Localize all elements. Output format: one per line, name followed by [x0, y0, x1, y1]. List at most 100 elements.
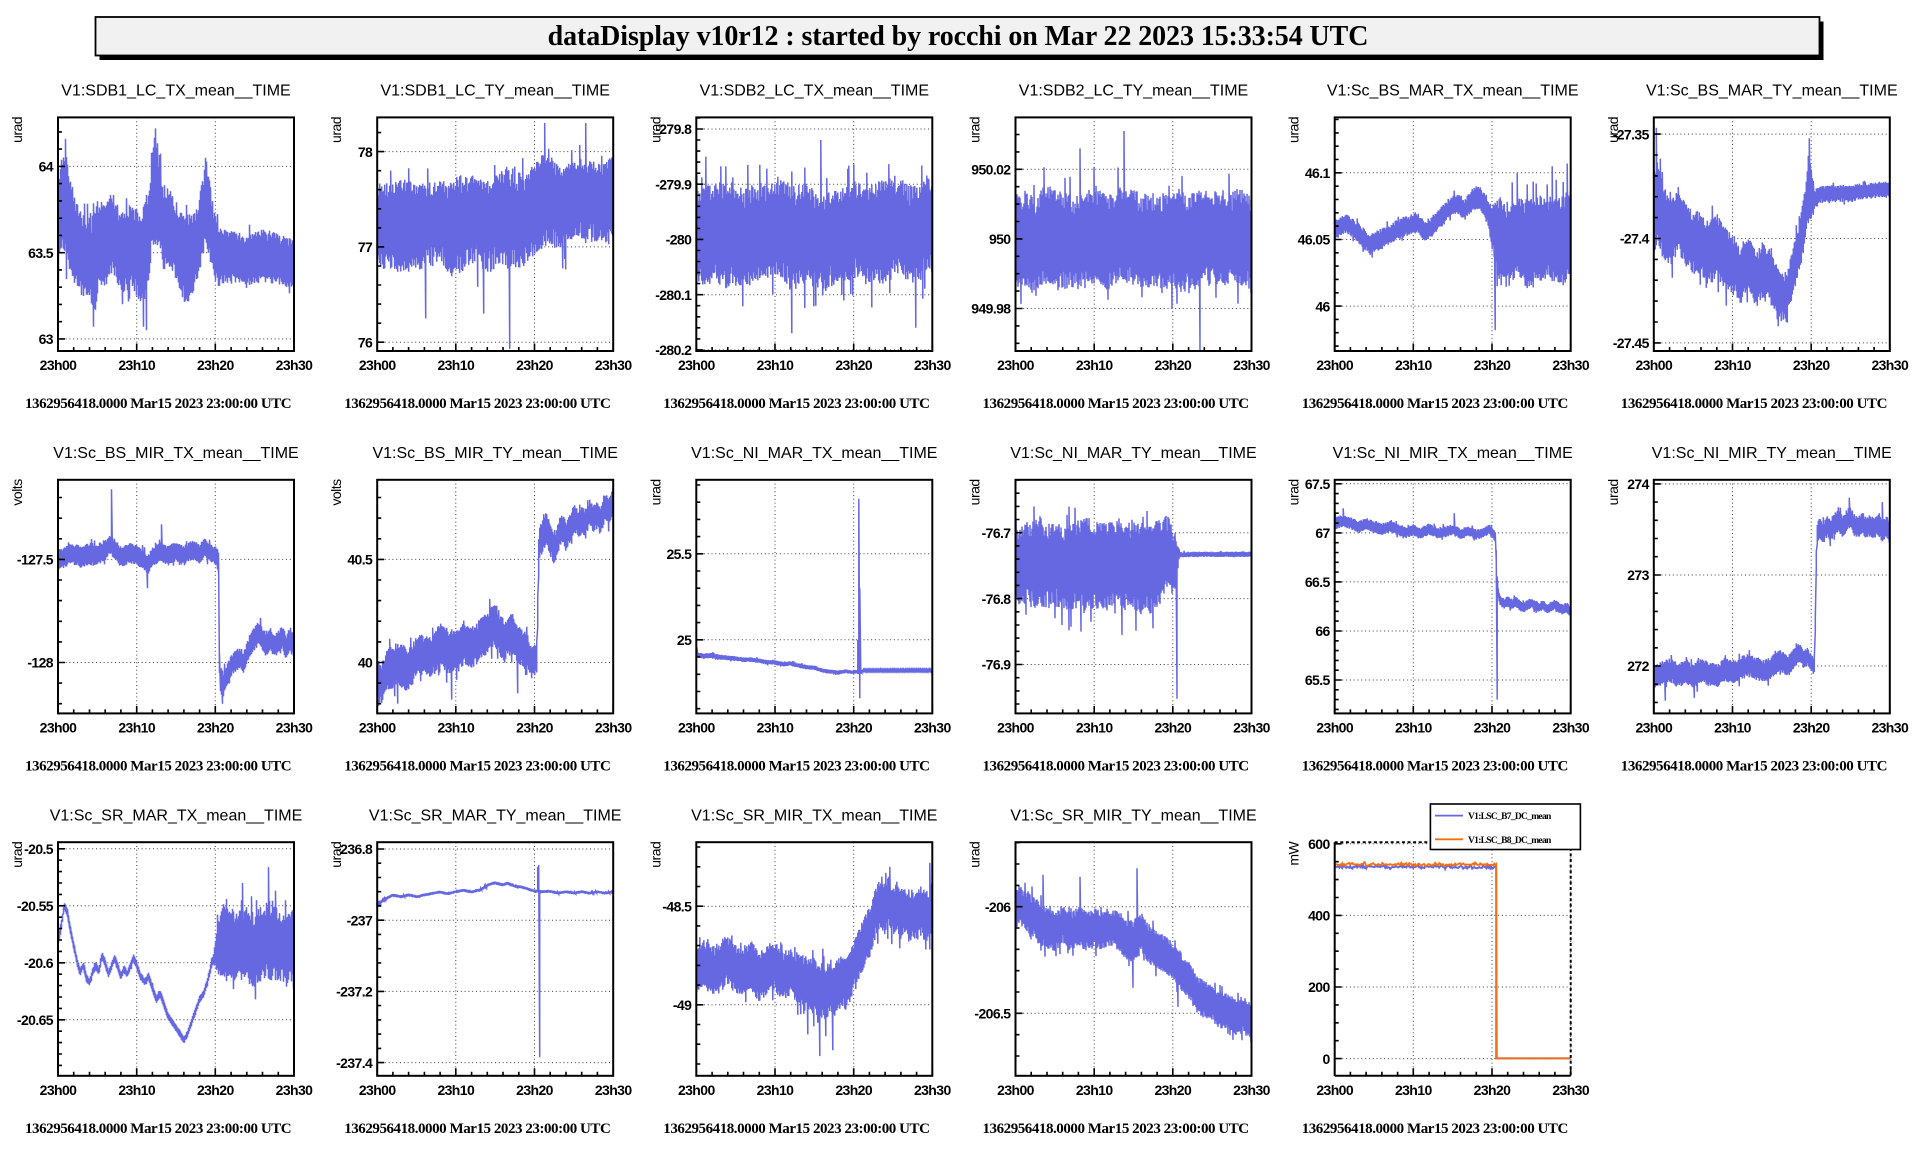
svg-text:1362956418.0000 Mar15 2023 23:: 1362956418.0000 Mar15 2023 23:00:00 UTC: [983, 758, 1249, 774]
svg-text:-27.4: -27.4: [1620, 231, 1650, 247]
svg-text:-76.8: -76.8: [982, 591, 1012, 607]
svg-text:64: 64: [39, 159, 54, 175]
svg-text:1362956418.0000 Mar15 2023 23:: 1362956418.0000 Mar15 2023 23:00:00 UTC: [1302, 1121, 1568, 1137]
svg-text:23h30: 23h30: [276, 719, 314, 735]
svg-text:23h10: 23h10: [1076, 1082, 1114, 1098]
svg-text:1362956418.0000 Mar15 2023 23:: 1362956418.0000 Mar15 2023 23:00:00 UTC: [25, 396, 291, 412]
svg-text:950.02: 950.02: [971, 162, 1011, 178]
svg-text:urad: urad: [1286, 479, 1302, 505]
svg-text:V1:Sc_BS_MAR_TX_mean__TIME: V1:Sc_BS_MAR_TX_mean__TIME: [1327, 83, 1579, 100]
svg-text:mW: mW: [1286, 840, 1302, 865]
svg-text:23h30: 23h30: [595, 357, 633, 373]
svg-text:23h10: 23h10: [1076, 719, 1114, 735]
svg-text:1362956418.0000 Mar15 2023 23:: 1362956418.0000 Mar15 2023 23:00:00 UTC: [344, 396, 610, 412]
svg-text:23h00: 23h00: [359, 1082, 397, 1098]
svg-text:V1:Sc_SR_MAR_TX_mean__TIME: V1:Sc_SR_MAR_TX_mean__TIME: [50, 807, 303, 824]
svg-text:950: 950: [989, 231, 1011, 247]
svg-text:-206.5: -206.5: [974, 1006, 1011, 1022]
svg-text:63: 63: [39, 331, 54, 347]
svg-text:-237.2: -237.2: [336, 984, 373, 1000]
svg-text:V1:SDB2_LC_TX_mean__TIME: V1:SDB2_LC_TX_mean__TIME: [700, 83, 929, 100]
svg-text:23h30: 23h30: [1233, 719, 1271, 735]
svg-text:23h00: 23h00: [40, 357, 78, 373]
svg-text:66: 66: [1315, 623, 1330, 639]
svg-text:23h30: 23h30: [1233, 357, 1271, 373]
svg-text:V1:Sc_NI_MAR_TX_mean__TIME: V1:Sc_NI_MAR_TX_mean__TIME: [691, 445, 937, 462]
svg-text:23h20: 23h20: [1474, 357, 1512, 373]
svg-text:23h10: 23h10: [1395, 1082, 1433, 1098]
svg-text:23h00: 23h00: [40, 1082, 78, 1098]
svg-text:23h30: 23h30: [1552, 357, 1590, 373]
svg-text:V1:Sc_NI_MIR_TX_mean__TIME: V1:Sc_NI_MIR_TX_mean__TIME: [1333, 445, 1573, 462]
svg-text:46.1: 46.1: [1305, 165, 1331, 181]
svg-text:23h10: 23h10: [437, 357, 475, 373]
svg-text:23h20: 23h20: [1474, 1082, 1512, 1098]
svg-text:23h30: 23h30: [276, 357, 314, 373]
svg-text:urad: urad: [647, 479, 663, 505]
svg-text:23h20: 23h20: [1154, 357, 1192, 373]
svg-text:urad: urad: [1605, 479, 1621, 505]
svg-text:-127.5: -127.5: [17, 552, 54, 568]
svg-text:-20.6: -20.6: [24, 955, 54, 971]
svg-text:-280: -280: [666, 232, 692, 248]
svg-text:23h00: 23h00: [678, 1082, 716, 1098]
svg-text:V1:SDB2_LC_TY_mean__TIME: V1:SDB2_LC_TY_mean__TIME: [1019, 83, 1248, 100]
svg-text:23h10: 23h10: [118, 357, 156, 373]
svg-text:V1:Sc_BS_MAR_TY_mean__TIME: V1:Sc_BS_MAR_TY_mean__TIME: [1646, 83, 1898, 100]
svg-text:66.5: 66.5: [1305, 574, 1331, 590]
svg-text:23h10: 23h10: [1714, 357, 1752, 373]
svg-text:urad: urad: [647, 117, 663, 143]
svg-text:65.5: 65.5: [1305, 672, 1331, 688]
svg-text:23h00: 23h00: [997, 1082, 1035, 1098]
svg-text:urad: urad: [9, 117, 25, 143]
svg-text:46: 46: [1315, 298, 1330, 314]
svg-text:23h00: 23h00: [678, 719, 716, 735]
svg-text:-76.7: -76.7: [982, 525, 1012, 541]
svg-text:23h30: 23h30: [1871, 357, 1909, 373]
svg-text:23h30: 23h30: [1552, 719, 1590, 735]
svg-text:272: 272: [1627, 658, 1649, 674]
svg-text:25.5: 25.5: [666, 546, 692, 562]
svg-text:23h20: 23h20: [516, 357, 554, 373]
svg-text:-279.9: -279.9: [655, 176, 692, 192]
svg-text:23h30: 23h30: [1871, 719, 1909, 735]
svg-text:23h30: 23h30: [595, 1082, 633, 1098]
svg-text:23h00: 23h00: [359, 719, 397, 735]
svg-text:200: 200: [1308, 979, 1330, 995]
svg-text:-20.5: -20.5: [24, 841, 54, 857]
svg-text:1362956418.0000 Mar15 2023 23:: 1362956418.0000 Mar15 2023 23:00:00 UTC: [983, 396, 1249, 412]
svg-text:-280.1: -280.1: [655, 287, 692, 303]
svg-text:23h10: 23h10: [1395, 357, 1433, 373]
svg-text:urad: urad: [967, 117, 983, 143]
svg-text:1362956418.0000 Mar15 2023 23:: 1362956418.0000 Mar15 2023 23:00:00 UTC: [1621, 758, 1887, 774]
svg-text:23h30: 23h30: [914, 719, 952, 735]
svg-text:23h10: 23h10: [118, 1082, 156, 1098]
svg-text:V1:Sc_NI_MAR_TY_mean__TIME: V1:Sc_NI_MAR_TY_mean__TIME: [1010, 445, 1256, 462]
svg-text:67: 67: [1315, 525, 1330, 541]
svg-text:23h10: 23h10: [757, 719, 795, 735]
svg-text:23h00: 23h00: [1635, 719, 1673, 735]
svg-text:46.05: 46.05: [1298, 232, 1331, 248]
svg-text:23h20: 23h20: [1474, 719, 1512, 735]
svg-text:urad: urad: [967, 479, 983, 505]
svg-text:V1:SDB1_LC_TX_mean__TIME: V1:SDB1_LC_TX_mean__TIME: [61, 83, 290, 100]
svg-text:23h00: 23h00: [678, 357, 716, 373]
svg-text:77: 77: [358, 239, 373, 255]
svg-text:volts: volts: [9, 479, 25, 506]
svg-text:78: 78: [358, 144, 373, 160]
svg-text:23h20: 23h20: [197, 357, 235, 373]
svg-text:23h00: 23h00: [1316, 719, 1354, 735]
svg-text:23h20: 23h20: [516, 719, 554, 735]
svg-text:urad: urad: [647, 842, 663, 868]
svg-text:274: 274: [1627, 476, 1649, 492]
svg-text:67.5: 67.5: [1305, 476, 1331, 492]
svg-text:1362956418.0000 Mar15 2023 23:: 1362956418.0000 Mar15 2023 23:00:00 UTC: [344, 1121, 610, 1137]
svg-text:23h20: 23h20: [1154, 719, 1192, 735]
svg-text:23h10: 23h10: [118, 719, 156, 735]
svg-text:-48.5: -48.5: [662, 898, 692, 914]
svg-text:1362956418.0000 Mar15 2023 23:: 1362956418.0000 Mar15 2023 23:00:00 UTC: [983, 1121, 1249, 1137]
svg-text:V1:Sc_SR_MAR_TY_mean__TIME: V1:Sc_SR_MAR_TY_mean__TIME: [369, 807, 622, 824]
svg-text:23h10: 23h10: [757, 1082, 795, 1098]
svg-text:V1:Sc_SR_MIR_TY_mean__TIME: V1:Sc_SR_MIR_TY_mean__TIME: [1010, 807, 1256, 824]
svg-text:V1:LSC_B8_DC_mean: V1:LSC_B8_DC_mean: [1468, 836, 1552, 846]
